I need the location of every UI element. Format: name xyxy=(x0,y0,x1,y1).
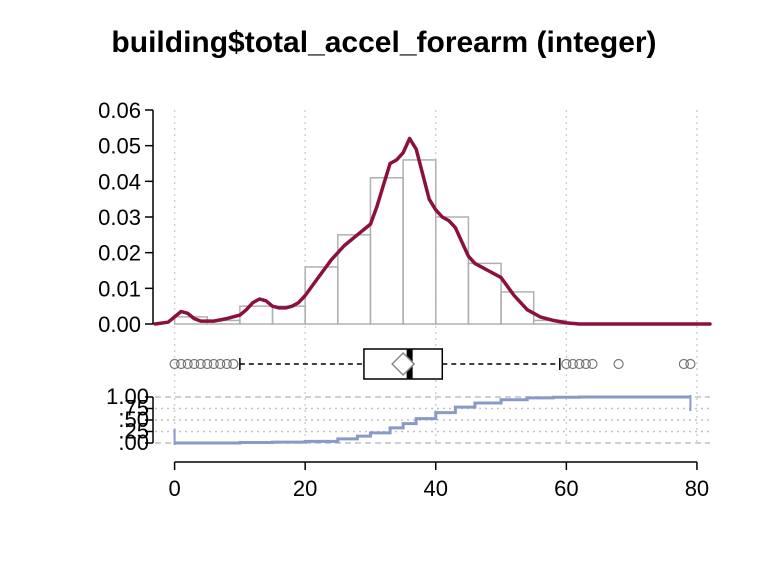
histogram xyxy=(173,159,568,325)
ecdf-plot: .00.25.50.751.00 xyxy=(106,384,692,455)
ecdf-tick-label: .25 xyxy=(118,419,149,444)
histogram-bar xyxy=(500,291,535,325)
ecdf-tick-label: .00 xyxy=(118,430,149,455)
density-line xyxy=(153,136,712,326)
ecdf-line xyxy=(174,395,691,445)
y-tick-label: 0.01 xyxy=(98,276,141,301)
y-tick-label: 0.06 xyxy=(98,98,141,123)
y-tick-label: 0.05 xyxy=(98,134,141,159)
boxplot-outlier xyxy=(208,358,219,370)
boxplot-outlier xyxy=(678,358,689,370)
histogram-bar xyxy=(369,177,404,325)
boxplot-outlier xyxy=(182,358,193,370)
chart-title: building$total_accel_forearm (integer) xyxy=(111,26,656,59)
y-tick-label: 0.03 xyxy=(98,205,141,230)
boxplot-outlier xyxy=(613,358,624,370)
y-tick-label: 0.00 xyxy=(98,312,141,337)
boxplot-outlier xyxy=(221,358,232,370)
histogram-bar xyxy=(467,262,502,325)
x-tick-label: 80 xyxy=(685,476,709,501)
x-tick-label: 40 xyxy=(424,476,448,501)
boxplot-outlier xyxy=(567,358,578,370)
boxplot-outlier xyxy=(189,358,200,370)
boxplot-outlier xyxy=(587,358,598,370)
boxplot-mean-diamond xyxy=(391,351,416,377)
y-axis: 0.00 0.01 0.02 0.03 0.04 0.05 0.06 xyxy=(98,98,154,337)
y-tick-label: 0.04 xyxy=(98,169,141,194)
histogram-bar xyxy=(402,159,437,325)
boxplot-outlier xyxy=(215,358,226,370)
x-tick-label: 60 xyxy=(554,476,578,501)
ecdf-tick-label: .50 xyxy=(118,407,149,432)
boxplot-outlier xyxy=(561,358,572,370)
boxplot-outlier xyxy=(169,358,180,370)
density-curve xyxy=(153,136,712,326)
boxplot-outlier xyxy=(685,358,696,370)
y-tick-label: 0.02 xyxy=(98,241,141,266)
boxplot-outlier xyxy=(195,358,206,370)
x-axis: 0 20 40 60 80 xyxy=(168,461,709,501)
ecdf-tick-label: .75 xyxy=(118,396,149,421)
boxplot xyxy=(169,348,696,380)
x-tick-label: 20 xyxy=(293,476,317,501)
boxplot-outlier xyxy=(176,358,187,370)
boxplot-outlier xyxy=(228,358,239,370)
boxplot-outlier xyxy=(574,358,585,370)
boxplot-outlier xyxy=(202,358,213,370)
x-tick-label: 0 xyxy=(168,476,180,501)
boxplot-outlier xyxy=(580,358,592,370)
ecdf-tick-label: 1.00 xyxy=(106,384,149,409)
histogram-bar xyxy=(435,216,470,325)
